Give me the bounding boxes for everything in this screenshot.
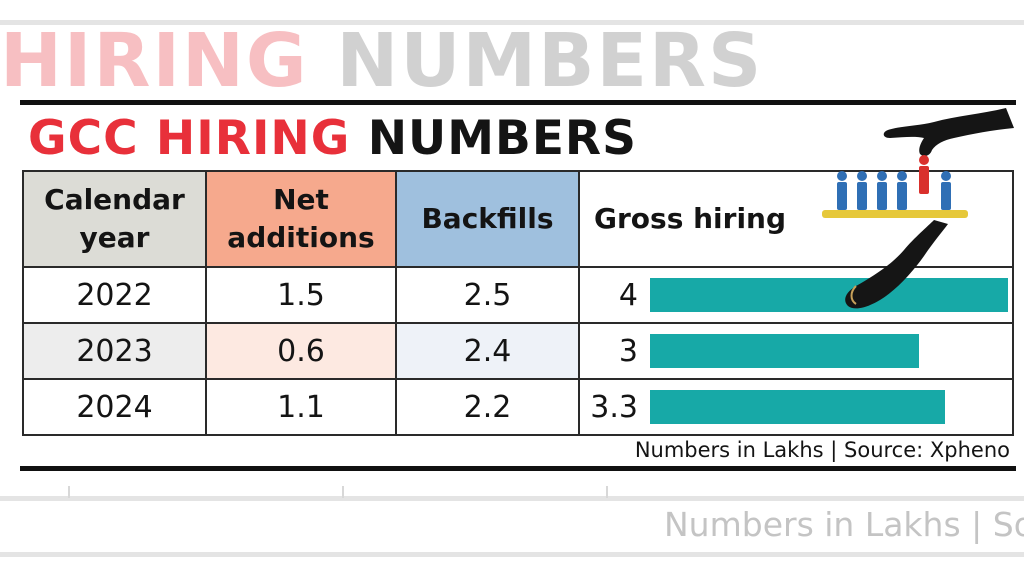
upper-hand-icon	[883, 108, 1014, 157]
year-cell: 2023	[22, 322, 207, 380]
header-net-line1: Net	[273, 183, 329, 216]
infographic-card: GCC HIRING NUMBERS Calendar year Net add…	[20, 100, 1016, 472]
chart-title-red: GCC HIRING	[28, 111, 351, 166]
gross-hiring-cell: 3	[578, 322, 1014, 380]
ghost-source: Numbers in Lakhs | Sou	[664, 505, 1024, 544]
header-calendar-year: Calendar year	[22, 170, 207, 268]
year-cell: 2024	[22, 378, 207, 436]
ghost-title: HIRING NUMBERS	[0, 26, 763, 96]
ghost-title-red: HIRING	[0, 26, 309, 96]
ghost-tick	[606, 486, 608, 498]
gross-hiring-bar	[650, 390, 945, 424]
table-row: 2023 0.6 2.4 3	[22, 322, 1014, 380]
header-backfills: Backfills	[395, 170, 580, 268]
header-net-additions: Net additions	[205, 170, 397, 268]
header-net-line2: additions	[227, 221, 375, 254]
ghost-rule-mid	[0, 496, 1024, 501]
backfills-cell: 2.5	[395, 266, 580, 324]
table-body: 2022 1.5 2.5 4 2023 0.6 2.4 3 2024 1.1 2.2 3.3	[22, 266, 1014, 436]
backfills-cell: 2.2	[395, 378, 580, 436]
net-additions-cell: 1.1	[205, 378, 397, 436]
table-row: 2022 1.5 2.5 4	[22, 266, 1014, 324]
header-year-line2: year	[79, 221, 150, 254]
hiring-illustration	[822, 108, 1014, 309]
ghost-tick	[342, 486, 344, 498]
year-cell: 2022	[22, 266, 207, 324]
net-additions-cell: 0.6	[205, 322, 397, 380]
header-year-line1: Calendar	[44, 183, 185, 216]
selected-person-icon	[919, 155, 929, 194]
chart-title: GCC HIRING NUMBERS	[28, 110, 637, 168]
table-row: 2024 1.1 2.2 3.3	[22, 378, 1014, 436]
gross-hiring-value: 3	[618, 333, 638, 369]
ghost-rule-bottom	[0, 552, 1024, 557]
gross-hiring-value: 4	[618, 277, 638, 313]
top-rule	[20, 100, 1016, 105]
cufflink-icon	[850, 285, 857, 305]
source-note: Numbers in Lakhs | Source: Xpheno	[634, 438, 1010, 462]
people-icon	[837, 171, 951, 210]
ghost-title-dark: NUMBERS	[336, 26, 764, 96]
backfills-cell: 2.4	[395, 322, 580, 380]
gross-hiring-cell: 4	[578, 266, 1014, 324]
lower-hand-icon	[845, 220, 948, 309]
gross-hiring-value: 3.3	[590, 389, 638, 425]
tray-icon	[822, 210, 968, 218]
bottom-rule	[20, 466, 1016, 471]
gross-hiring-cell: 3.3	[578, 378, 1014, 436]
gross-hiring-bar	[650, 334, 919, 368]
hiring-table: Calendar year Net additions Backfills Gr…	[22, 170, 1014, 436]
gross-hiring-bar	[650, 278, 1008, 312]
chart-title-dark: NUMBERS	[367, 111, 637, 166]
net-additions-cell: 1.5	[205, 266, 397, 324]
ghost-rule-top	[0, 20, 1024, 25]
ghost-tick	[68, 486, 70, 498]
header-gross-hiring: Gross hiring	[578, 170, 1014, 268]
